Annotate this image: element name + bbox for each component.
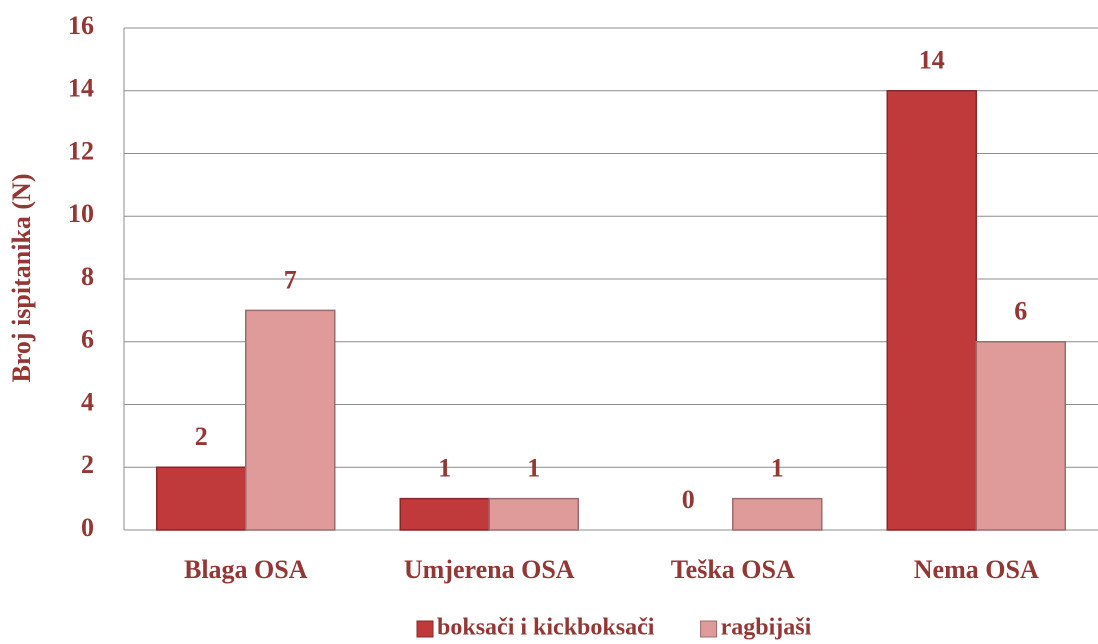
y-tick-label: 10 <box>68 199 94 228</box>
y-tick-label: 14 <box>68 74 94 103</box>
y-tick-label: 8 <box>81 262 94 291</box>
y-tick-label: 2 <box>81 450 94 479</box>
y-tick-label: 4 <box>81 387 94 416</box>
bar <box>156 466 247 531</box>
bar <box>975 341 1066 531</box>
data-label: 0 <box>682 485 695 514</box>
legend-swatch <box>416 620 434 638</box>
data-label: 1 <box>771 454 784 483</box>
bar <box>399 497 490 531</box>
data-label: 6 <box>1014 297 1027 326</box>
legend-swatch <box>700 620 718 638</box>
legend-label: boksači i kickboksači <box>437 615 655 641</box>
x-tick-label: Nema OSA <box>914 555 1039 584</box>
x-tick-label: Teška OSA <box>671 555 795 584</box>
legend-label: ragbijaši <box>721 615 812 641</box>
y-tick-label: 0 <box>81 513 94 542</box>
data-label: 7 <box>284 265 297 294</box>
y-axis-title: Broj ispitanika (N) <box>7 174 36 383</box>
bar <box>886 90 977 531</box>
bar <box>732 497 823 531</box>
x-tick-label: Umjerena OSA <box>404 555 575 584</box>
x-tick-label: Blaga OSA <box>184 555 308 584</box>
bar <box>245 309 336 531</box>
data-label: 1 <box>438 454 451 483</box>
data-label: 1 <box>527 454 540 483</box>
y-tick-label: 12 <box>68 136 94 165</box>
data-label: 2 <box>195 422 208 451</box>
data-label: 14 <box>919 46 945 75</box>
y-tick-label: 6 <box>81 325 94 354</box>
bar <box>488 497 579 531</box>
y-tick-label: 16 <box>68 11 94 40</box>
